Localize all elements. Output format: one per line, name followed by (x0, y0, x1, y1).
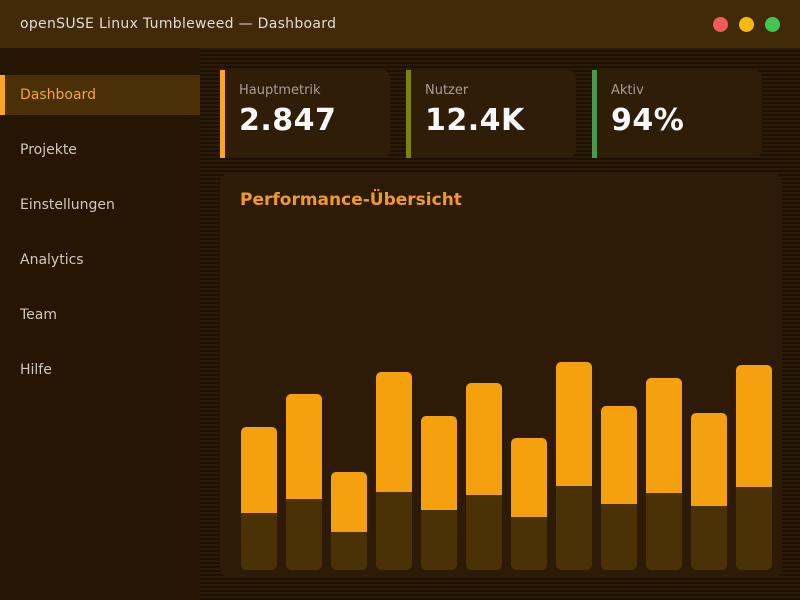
bar-base-segment (511, 517, 547, 570)
bar-column (736, 365, 772, 570)
bar-column (286, 394, 322, 570)
performance-chart-panel: Performance-Übersicht (220, 173, 782, 578)
bar-column (691, 413, 727, 570)
metric-value: 94% (611, 103, 685, 138)
sidebar-item-einstellungen[interactable]: Einstellungen (20, 197, 115, 213)
bar-top-segment (421, 416, 457, 510)
bar-top-segment (736, 365, 772, 487)
sidebar: Dashboard Projekte Einstellungen Analyti… (0, 48, 200, 600)
bar-top-segment (646, 378, 682, 493)
bar-top-segment (556, 362, 592, 486)
bar-top-segment (466, 383, 502, 495)
window-maximize-button[interactable] (765, 16, 780, 32)
metric-value: 12.4K (425, 103, 525, 138)
window-controls (713, 16, 780, 32)
bar-column (646, 378, 682, 570)
titlebar: openSUSE Linux Tumbleweed — Dashboard (0, 0, 800, 48)
bar-column (331, 472, 367, 570)
sidebar-item-projekte[interactable]: Projekte (20, 142, 77, 158)
bar-base-segment (241, 513, 277, 570)
bar-chart (241, 362, 772, 570)
bar-column (376, 372, 412, 570)
bar-base-segment (646, 493, 682, 570)
bar-column (241, 427, 277, 570)
metric-card-aktiv: Aktiv 94% (592, 70, 762, 158)
bar-column (601, 406, 637, 570)
bar-base-segment (601, 504, 637, 570)
bar-top-segment (376, 372, 412, 492)
bar-top-segment (691, 413, 727, 506)
metric-value: 2.847 (239, 103, 337, 138)
bar-top-segment (511, 438, 547, 517)
metric-label: Aktiv (611, 83, 644, 98)
bar-column (466, 383, 502, 570)
sidebar-item-team[interactable]: Team (20, 307, 58, 323)
sidebar-item-hilfe[interactable]: Hilfe (20, 362, 52, 378)
metric-cards-row: Hauptmetrik 2.847 Nutzer 12.4K Aktiv 94% (220, 70, 762, 158)
bar-top-segment (601, 406, 637, 504)
window-minimize-button[interactable] (739, 16, 754, 32)
bar-base-segment (331, 532, 367, 570)
bar-base-segment (286, 499, 322, 570)
metric-card-nutzer: Nutzer 12.4K (406, 70, 576, 158)
metric-label: Nutzer (425, 83, 469, 98)
bar-column (556, 362, 592, 570)
bar-base-segment (376, 492, 412, 570)
bar-base-segment (421, 510, 457, 570)
bar-base-segment (691, 506, 727, 570)
bar-base-segment (466, 495, 502, 570)
metric-card-hauptmetrik: Hauptmetrik 2.847 (220, 70, 390, 158)
bar-top-segment (286, 394, 322, 499)
bar-column (511, 438, 547, 570)
window-title: openSUSE Linux Tumbleweed — Dashboard (20, 16, 337, 32)
bar-base-segment (556, 486, 592, 570)
bar-top-segment (241, 427, 277, 513)
bar-base-segment (736, 487, 772, 570)
sidebar-item-analytics[interactable]: Analytics (20, 252, 84, 268)
window-close-button[interactable] (713, 16, 728, 32)
bar-top-segment (331, 472, 367, 532)
metric-label: Hauptmetrik (239, 83, 321, 98)
bar-column (421, 416, 457, 570)
sidebar-item-dashboard[interactable]: Dashboard (0, 75, 200, 115)
main-content: Hauptmetrik 2.847 Nutzer 12.4K Aktiv 94%… (200, 48, 800, 600)
chart-title: Performance-Übersicht (240, 190, 462, 210)
